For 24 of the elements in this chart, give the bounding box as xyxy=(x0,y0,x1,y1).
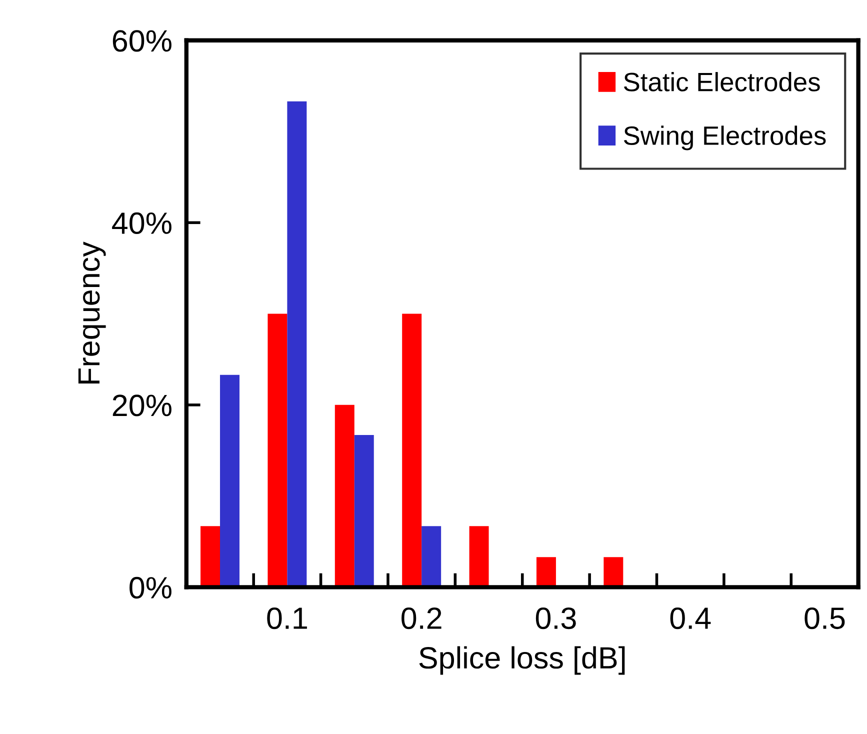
bar xyxy=(354,435,374,588)
x-axis-title: Splice loss [dB] xyxy=(419,646,625,675)
y-tick-label: 40% xyxy=(112,212,172,234)
x-tick-label: 0.2 xyxy=(402,607,442,630)
bar xyxy=(422,526,442,588)
bar xyxy=(220,374,240,588)
x-tick-label: 0.3 xyxy=(536,607,576,630)
bar xyxy=(604,557,624,588)
y-tick-label: 60% xyxy=(112,30,172,52)
x-tick-label: 0.1 xyxy=(267,607,307,630)
x-tick-label: 0.4 xyxy=(670,607,711,630)
bar xyxy=(536,557,556,588)
bar xyxy=(268,314,288,588)
y-axis-title: Frequency xyxy=(78,242,106,384)
bar xyxy=(334,404,354,588)
bar xyxy=(287,101,307,588)
legend-label: Static Electrodes xyxy=(624,72,820,92)
y-tick-label: 0% xyxy=(130,576,172,599)
x-tick-label: 0.5 xyxy=(804,607,845,630)
bar xyxy=(402,314,422,588)
bar xyxy=(469,526,489,588)
bar xyxy=(200,526,220,588)
y-tick-label: 20% xyxy=(112,394,172,416)
legend-label: Swing Electrodes xyxy=(624,126,826,150)
